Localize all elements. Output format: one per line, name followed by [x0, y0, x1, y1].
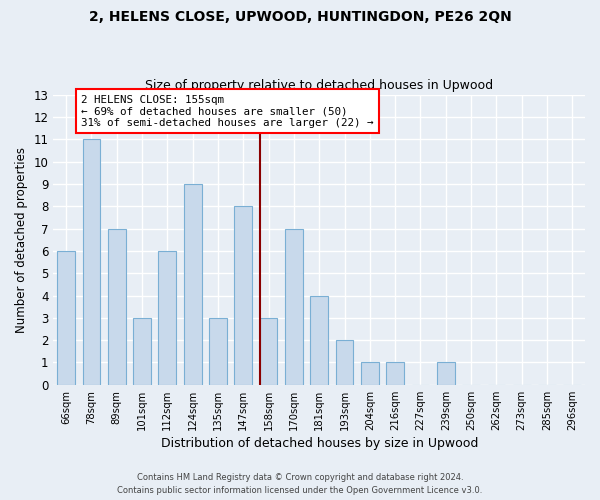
- Bar: [57, 251, 75, 385]
- Bar: [285, 228, 303, 385]
- Bar: [108, 228, 125, 385]
- Title: Size of property relative to detached houses in Upwood: Size of property relative to detached ho…: [145, 79, 493, 92]
- Bar: [260, 318, 277, 385]
- Bar: [209, 318, 227, 385]
- Bar: [386, 362, 404, 385]
- Bar: [235, 206, 252, 385]
- Bar: [335, 340, 353, 385]
- Bar: [184, 184, 202, 385]
- Bar: [158, 251, 176, 385]
- Bar: [361, 362, 379, 385]
- Bar: [437, 362, 455, 385]
- Text: 2, HELENS CLOSE, UPWOOD, HUNTINGDON, PE26 2QN: 2, HELENS CLOSE, UPWOOD, HUNTINGDON, PE2…: [89, 10, 511, 24]
- Bar: [310, 296, 328, 385]
- Y-axis label: Number of detached properties: Number of detached properties: [15, 146, 28, 332]
- Text: 2 HELENS CLOSE: 155sqm
← 69% of detached houses are smaller (50)
31% of semi-det: 2 HELENS CLOSE: 155sqm ← 69% of detached…: [81, 94, 374, 128]
- Bar: [133, 318, 151, 385]
- Text: Contains HM Land Registry data © Crown copyright and database right 2024.
Contai: Contains HM Land Registry data © Crown c…: [118, 474, 482, 495]
- Bar: [83, 139, 100, 385]
- X-axis label: Distribution of detached houses by size in Upwood: Distribution of detached houses by size …: [161, 437, 478, 450]
